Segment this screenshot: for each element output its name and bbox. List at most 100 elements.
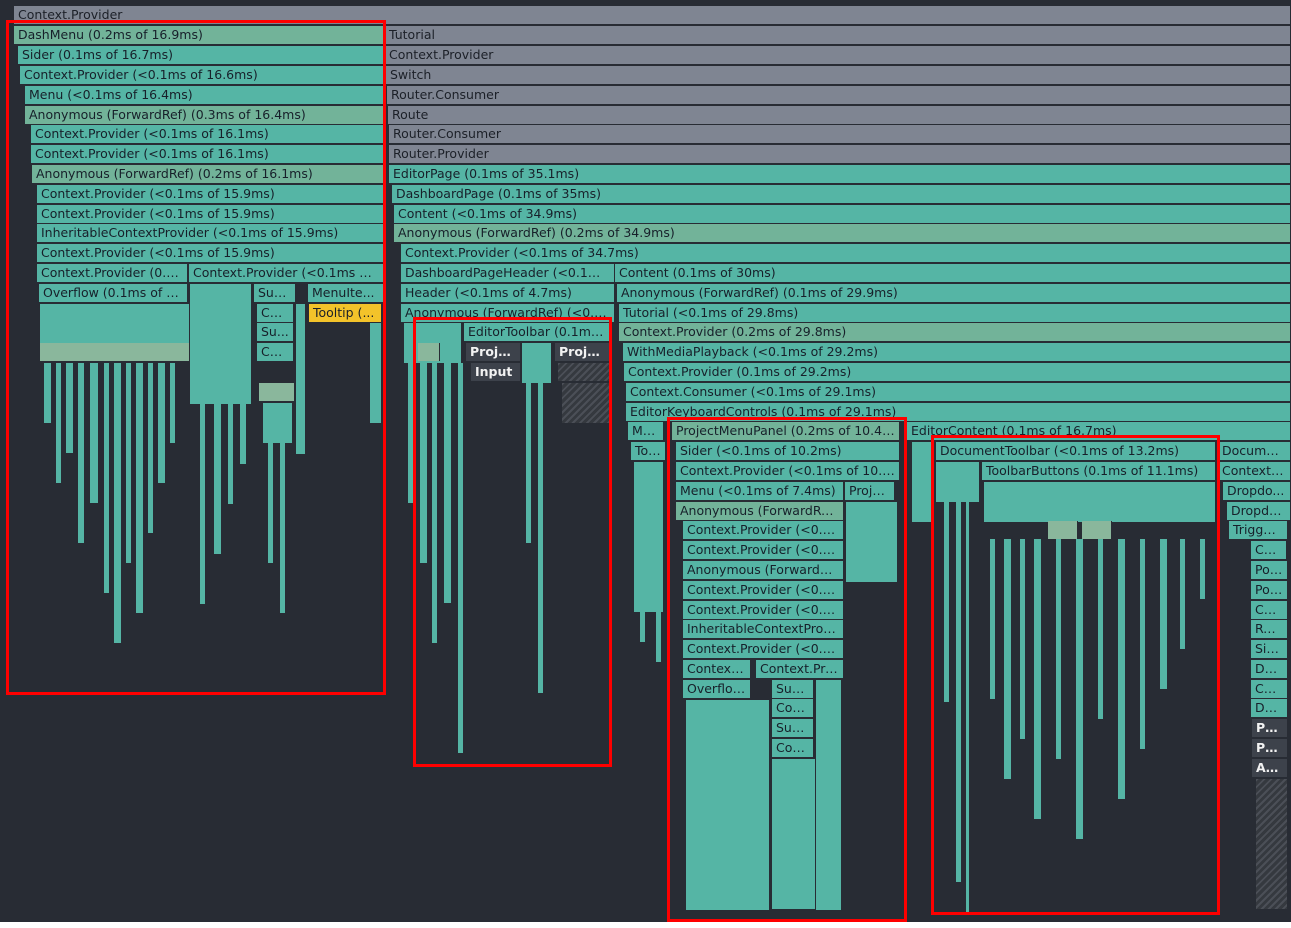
flame-bar[interactable]: Context.Provider (0.2ms of 29.8ms): [619, 323, 1291, 341]
flame-bar[interactable]: Project...: [555, 343, 610, 361]
flame-bar[interactable]: Co...: [257, 304, 294, 322]
flame-bar[interactable]: Context.Provider (<0.1ms of 34.7ms): [401, 244, 1291, 262]
flame-bar[interactable]: DocumentE...: [1218, 442, 1291, 460]
flame-bar[interactable]: MenuIte...: [308, 284, 384, 302]
flame-bar[interactable]: Tutorial (<0.1ms of 29.8ms): [619, 304, 1291, 322]
flame-bar[interactable]: Pop...: [1251, 561, 1288, 579]
flame-bar[interactable]: Me...: [628, 422, 664, 440]
flame-bar[interactable]: Switch: [386, 66, 1291, 84]
flame-bar[interactable]: Tooltip (...: [309, 304, 382, 322]
flame-bar[interactable]: Anonymous (ForwardRef) (0.1ms of 29.9ms): [617, 284, 1291, 302]
flame-bar[interactable]: DashMenu (0.2ms of 16.9ms): [14, 26, 384, 44]
flame-bar[interactable]: Context.Provider (<0.1m...: [683, 541, 844, 559]
flame-bar[interactable]: Context.Provider: [14, 6, 1291, 24]
flame-bar[interactable]: Sider (<0.1ms of 10.2ms): [676, 442, 900, 460]
flame-bar[interactable]: Content (<0.1ms of 34.9ms): [394, 205, 1291, 223]
flame-bar[interactable]: Po...: [1252, 739, 1288, 757]
flame-bar[interactable]: Context.Provider (0.1ms of 29.2ms): [624, 363, 1291, 381]
flame-bar[interactable]: Route: [388, 106, 1291, 124]
flame-bar[interactable]: Anonymous (ForwardRe...: [683, 561, 844, 579]
flame-bar-hatched: [1256, 779, 1288, 909]
flame-bar[interactable]: DocumentToolbar (<0.1ms of 13.2ms): [936, 442, 1216, 460]
flame-stub: [126, 363, 132, 563]
flame-bar[interactable]: Res...: [1251, 620, 1288, 638]
flame-bar[interactable]: Overflow (0.1ms of 7.2...: [39, 284, 188, 302]
flame-bar[interactable]: Context.Provider (<0.1ms of 16.6ms): [20, 66, 384, 84]
flame-stub: [190, 284, 252, 404]
flame-bar[interactable]: ToolbarButtons (0.1ms of 11.1ms): [982, 462, 1216, 480]
flame-stub: [228, 404, 234, 504]
flame-bar[interactable]: ProjectMenuPanel (0.2ms of 10.4ms): [672, 422, 900, 440]
flame-bar[interactable]: Menu (<0.1ms of 16.4ms): [25, 86, 384, 104]
flame-bar[interactable]: Co...: [257, 343, 294, 361]
flame-bar[interactable]: Co...: [1251, 541, 1287, 559]
flame-bar[interactable]: Context....: [683, 660, 751, 678]
flame-bar[interactable]: Anonymous (ForwardRef) (0.3ms of 16.4ms): [25, 106, 384, 124]
flame-bar[interactable]: Sub...: [772, 719, 814, 737]
flame-bar[interactable]: Po...: [1252, 719, 1288, 737]
flame-bar[interactable]: Context.Provider (<0.1ms of 16.1ms): [31, 145, 384, 163]
flame-bar[interactable]: DashboardPage (0.1ms of 35ms): [392, 185, 1291, 203]
flame-bar[interactable]: EditorPage (0.1ms of 35.1ms): [389, 165, 1291, 183]
flame-bar[interactable]: Header (<0.1ms of 4.7ms): [401, 284, 615, 302]
flame-bar[interactable]: Context.Consumer (<0.1ms of 29.1ms): [626, 383, 1291, 401]
flame-bar[interactable]: An...: [1252, 759, 1288, 777]
flame-bar[interactable]: EditorKeyboardControls (0.1ms of 29.1ms): [626, 403, 1291, 421]
flame-bar[interactable]: Overflow...: [683, 680, 751, 698]
flame-bar[interactable]: Router.Consumer: [387, 86, 1291, 104]
flame-bar[interactable]: Context.Provider (<0.1m...: [683, 581, 844, 599]
flame-bar[interactable]: Context.Provider (<0.1m...: [683, 640, 844, 658]
flame-bar[interactable]: Context.Provider (0.1m...: [37, 264, 188, 282]
flame-bar[interactable]: Content (0.1ms of 30ms): [615, 264, 1291, 282]
flame-bar[interactable]: Context.Provider (<0.1ms of 8...: [189, 264, 384, 282]
flame-bar[interactable]: Context.Provider (<0.1ms of 15.9ms): [37, 185, 384, 203]
flame-bar[interactable]: EditorToolbar (0.1ms o...: [464, 323, 610, 341]
flame-bar[interactable]: Su...: [257, 323, 294, 341]
flame-bar-hatched[interactable]: [558, 363, 610, 381]
flame-bar[interactable]: EditorContent (0.1ms of 16.7ms): [907, 422, 1291, 440]
flame-bar[interactable]: Router.Provider: [389, 145, 1291, 163]
flame-bar[interactable]: Con...: [772, 699, 814, 717]
flame-bar[interactable]: Context.Provider (<0.1m...: [683, 601, 844, 619]
flame-bar[interactable]: Con...: [772, 739, 814, 757]
flame-stub: [1140, 539, 1146, 749]
flame-bar[interactable]: Sub...: [254, 284, 296, 302]
flame-bar[interactable]: Sin...: [1251, 640, 1288, 658]
flame-bar[interactable]: Anonymous (ForwardRef) (<0.1m...: [401, 304, 615, 322]
flame-bar[interactable]: InheritableContextProvi...: [683, 620, 844, 638]
flame-bar[interactable]: Dropdo...: [1223, 482, 1291, 500]
flame-bar[interactable]: Sider (0.1ms of 16.7ms): [18, 46, 384, 64]
flame-bar[interactable]: Trigger...: [1229, 521, 1288, 539]
flame-stub: [1118, 539, 1126, 799]
flame-bar[interactable]: Anonymous (ForwardRef) (0.2ms of 16.1ms): [32, 165, 384, 183]
flame-bar[interactable]: Context.Provider (<0.1ms of 15.9ms): [37, 205, 384, 223]
flame-bar[interactable]: DashboardPageHeader (<0.1ms ...: [401, 264, 615, 282]
flame-bar[interactable]: CS...: [1251, 680, 1288, 698]
flame-bar[interactable]: Router.Consumer: [389, 125, 1291, 143]
flame-bar[interactable]: Context.Provider: [385, 46, 1291, 64]
flame-bar[interactable]: Too...: [631, 442, 666, 460]
flame-bar[interactable]: Context.Provider (<0.1ms of 15.9ms): [37, 244, 384, 262]
flame-bar[interactable]: Por...: [1251, 581, 1288, 599]
flame-bar[interactable]: Co...: [1251, 601, 1288, 619]
flame-bar[interactable]: Anonymous (ForwardRef) (0.2ms of 34.9ms): [394, 224, 1291, 242]
flame-bar[interactable]: Projec...: [466, 343, 521, 361]
flame-bar[interactable]: Anonymous (ForwardRef)...: [676, 502, 844, 520]
flame-bar[interactable]: Context.Provider (<0.1ms of 10.2ms): [676, 462, 900, 480]
flame-bar[interactable]: Tutorial: [385, 26, 1291, 44]
flame-bar[interactable]: ContextMe...: [1218, 462, 1291, 480]
flame-bar[interactable]: Context.Pro...: [756, 660, 844, 678]
flame-bar[interactable]: Proje...: [845, 482, 895, 500]
flame-stub: [1082, 521, 1112, 539]
flame-bar[interactable]: InheritableContextProvider (<0.1ms of 15…: [37, 224, 384, 242]
flame-bar[interactable]: Menu (<0.1ms of 7.4ms): [676, 482, 844, 500]
flame-bar[interactable]: Sub...: [772, 680, 814, 698]
flame-bar[interactable]: Input: [471, 363, 521, 381]
flame-bar[interactable]: WithMediaPlayback (<0.1ms of 29.2ms): [623, 343, 1291, 361]
flame-bar[interactable]: Context.Provider (<0.1ms of 16.1ms): [31, 125, 384, 143]
flame-bar[interactable]: Context.Provider (<0.1m...: [683, 521, 844, 539]
flame-bar[interactable]: Do...: [1251, 660, 1288, 678]
flame-bar[interactable]: Dropdo...: [1227, 502, 1291, 520]
flame-bar[interactable]: Do...: [1251, 699, 1288, 717]
flame-stub: [158, 363, 166, 483]
